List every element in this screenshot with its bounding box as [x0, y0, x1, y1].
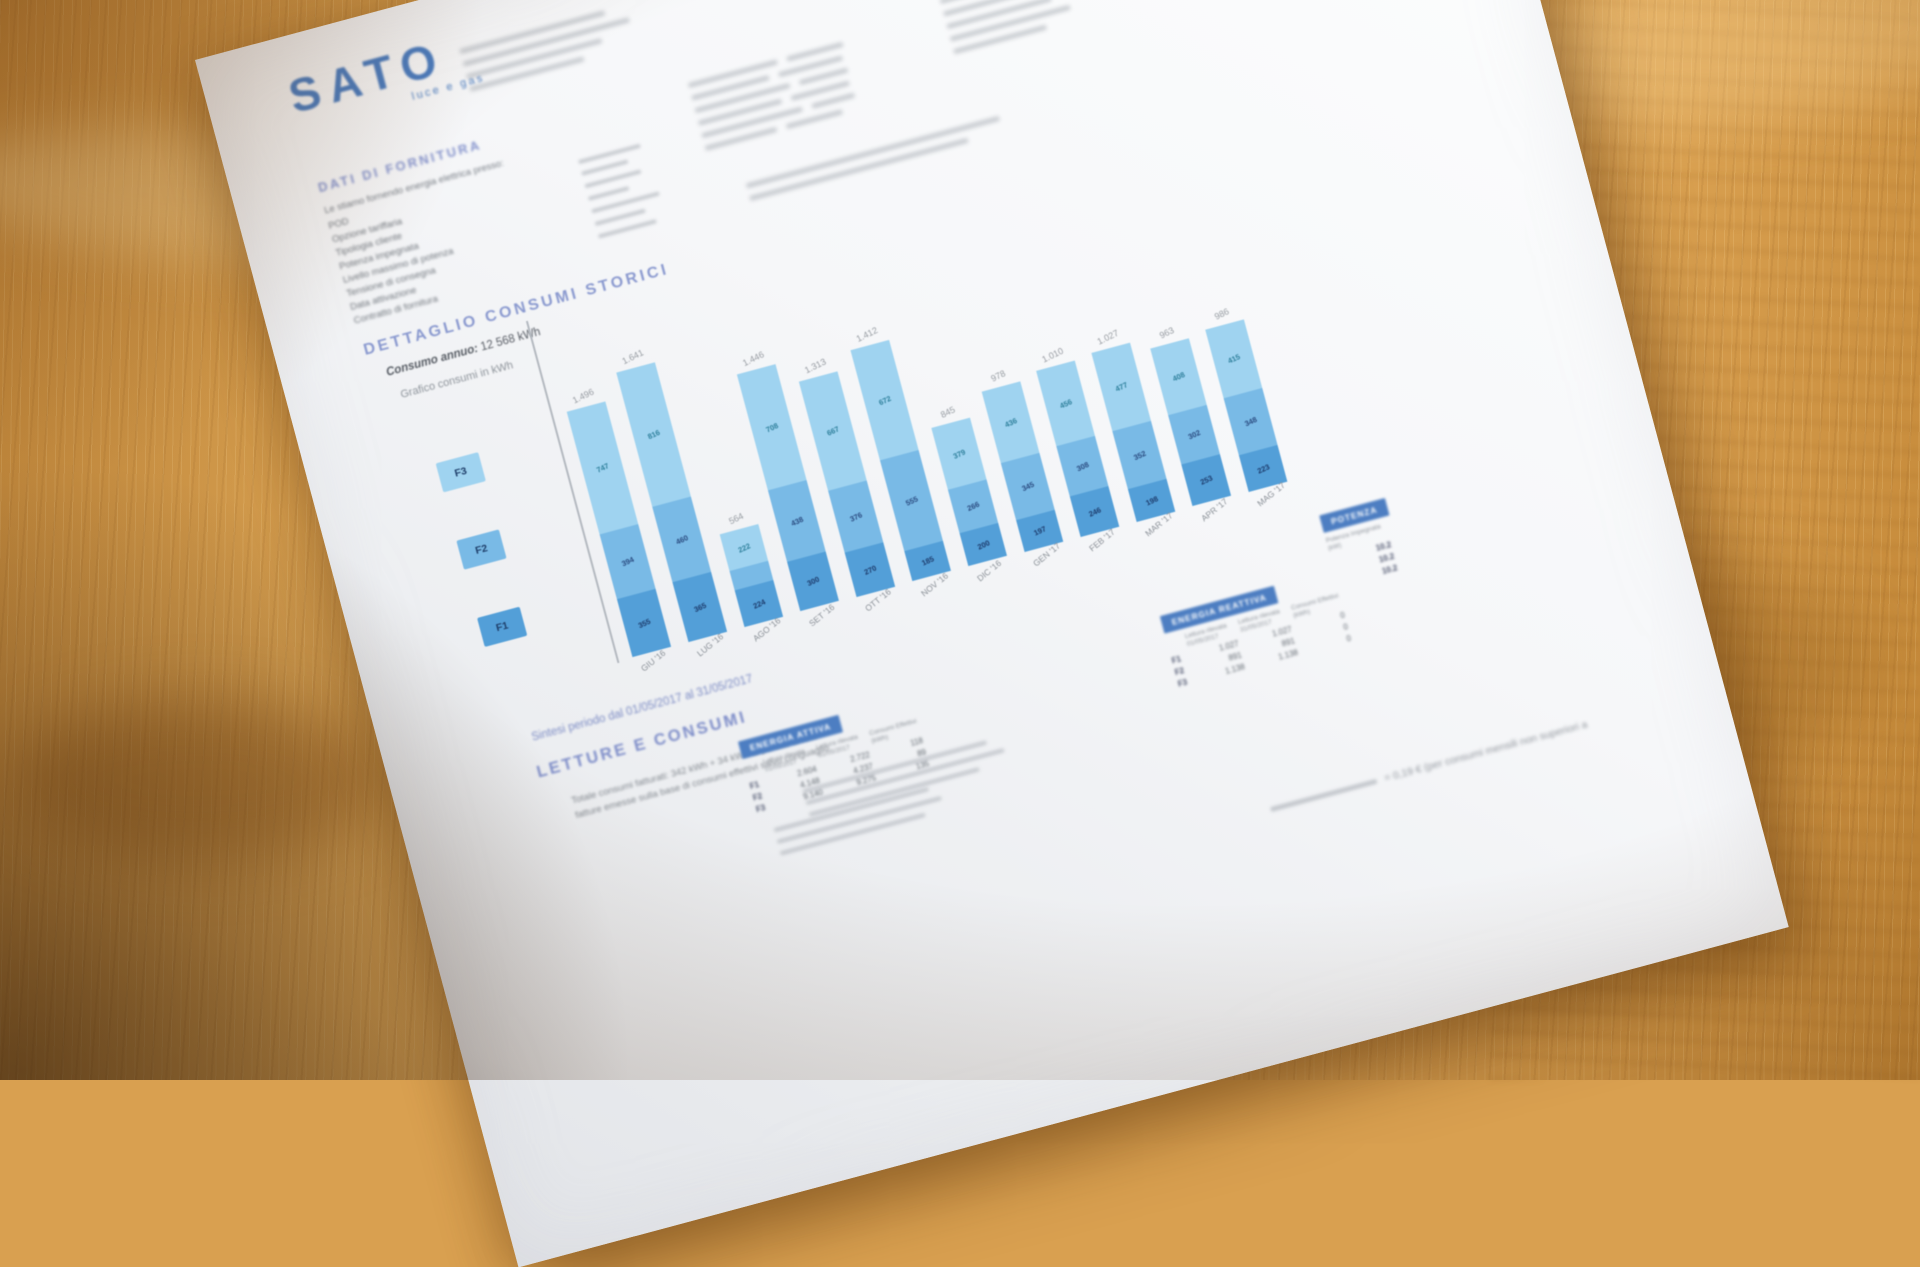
- bar-segment-f2: 345: [1000, 452, 1055, 521]
- segment-value-label: 365: [692, 600, 708, 614]
- legend-item-f1: F1: [477, 606, 528, 647]
- bar-segment-f2: 348: [1223, 387, 1278, 456]
- bar-segment-f2: 352: [1112, 420, 1167, 490]
- bar-segment-f1: 355: [616, 588, 672, 658]
- bar-segment-f3: 379: [931, 417, 987, 490]
- table-column-header: [744, 760, 762, 779]
- segment-value-label: 816: [645, 427, 662, 442]
- segment-value-label: 379: [951, 446, 967, 461]
- segment-value-label: 253: [1198, 473, 1214, 487]
- segment-value-label: 438: [789, 514, 805, 528]
- bar-segment-f2: 555: [879, 450, 943, 552]
- bar-segment-f3: 436: [981, 381, 1040, 464]
- table-cell: F2: [1173, 665, 1186, 677]
- segment-value-label: 197: [1032, 524, 1048, 538]
- table-cell: F2: [751, 791, 764, 803]
- table-cell: F1: [748, 779, 761, 791]
- bar-segment-f3: 408: [1150, 338, 1207, 416]
- segment-value-label: 672: [876, 393, 893, 407]
- segment-value-label: 200: [975, 537, 991, 552]
- wood-dark-knot: [10, 700, 390, 860]
- bar-segment-f3: 708: [736, 364, 807, 491]
- legend-item-f3: F3: [435, 452, 486, 493]
- bar-segment-f2: 460: [652, 496, 712, 583]
- segment-value-label: 555: [903, 493, 920, 508]
- segment-value-label: 352: [1131, 448, 1147, 462]
- segment-value-label: 667: [825, 424, 841, 438]
- segment-value-label: 270: [862, 562, 878, 577]
- chart-legend: F3 F2 F1: [195, 0, 1465, 647]
- chart-bars: 747 394 355 1.496 GIU '16 816 460 365 1.641 LUG '…: [195, 0, 1465, 674]
- segment-value-label: 266: [965, 499, 981, 514]
- segment-value-label: 477: [1113, 380, 1129, 394]
- segment-value-label: 355: [636, 616, 652, 630]
- segment-value-label: 708: [764, 420, 780, 434]
- segment-value-label: 376: [848, 509, 864, 524]
- segment-value-label: 224: [751, 596, 767, 611]
- bar-segment-f3: 456: [1036, 360, 1095, 447]
- bar-segment-f3: 667: [798, 371, 867, 491]
- bar-ago16: 222 224: [719, 524, 784, 628]
- segment-value-label: 460: [674, 532, 690, 547]
- bar-segment-f3: 415: [1205, 319, 1263, 399]
- segment-value-label: 348: [1242, 414, 1259, 429]
- segment-value-label: 415: [1226, 352, 1242, 366]
- segment-value-label: 300: [805, 574, 821, 589]
- table-column-header: [1166, 635, 1184, 654]
- bar-segment-f3: 672: [850, 339, 919, 461]
- segment-value-label: 302: [1186, 427, 1202, 442]
- bar-segment-f2: 394: [599, 524, 656, 600]
- bar-segment-f2: 438: [767, 480, 826, 562]
- bar-segment-f2: 376: [828, 480, 884, 553]
- legend-item-f2: F2: [456, 529, 507, 570]
- segment-value-label: 223: [1255, 461, 1271, 476]
- segment-value-label: 408: [1170, 370, 1187, 384]
- bar-segment-f3: 477: [1091, 342, 1151, 432]
- segment-value-label: 345: [1020, 479, 1036, 494]
- segment-value-label: 222: [736, 540, 752, 555]
- segment-value-label: 308: [1074, 459, 1090, 473]
- segment-value-label: 436: [1002, 415, 1019, 429]
- segment-value-label: 747: [594, 461, 611, 475]
- segment-value-label: 394: [619, 554, 636, 569]
- segment-value-label: 185: [920, 554, 936, 568]
- segment-value-label: 456: [1057, 396, 1074, 411]
- segment-value-label: 198: [1144, 493, 1160, 508]
- segment-value-label: 246: [1086, 504, 1103, 519]
- table-cell: F1: [1170, 653, 1182, 666]
